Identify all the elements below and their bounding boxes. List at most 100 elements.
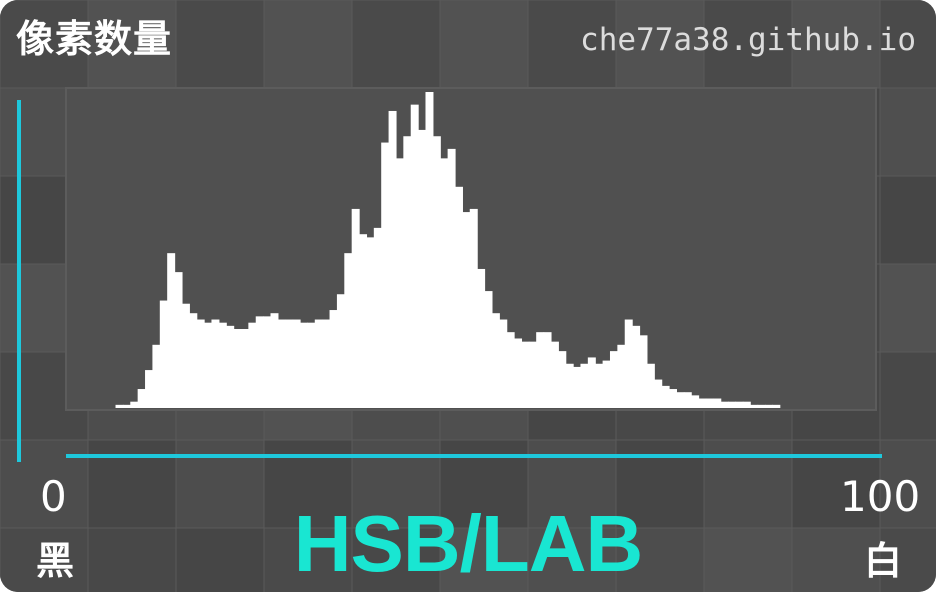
histogram-bar	[395, 158, 404, 408]
histogram-bar	[573, 366, 582, 408]
grid-cell	[615, 527, 705, 592]
histogram-bar	[455, 186, 463, 408]
histogram-bar	[211, 319, 220, 408]
grid-cell	[263, 527, 353, 592]
x-axis-min-name: 黑	[36, 539, 75, 583]
grid-cell	[703, 527, 793, 592]
histogram-bar	[329, 310, 338, 408]
histogram-bar	[425, 92, 434, 408]
histogram-bar	[624, 319, 633, 408]
histogram-bar	[145, 370, 154, 408]
histogram-bar	[307, 322, 316, 408]
histogram-bar	[550, 341, 559, 408]
histogram-bar	[292, 319, 301, 408]
grid-cell	[791, 527, 881, 592]
histogram-bars	[115, 92, 781, 409]
grid-cell	[0, 0, 89, 89]
histogram-bar	[462, 212, 471, 408]
histogram-bar	[646, 363, 655, 408]
histogram-bar	[403, 136, 412, 409]
histogram-bar	[757, 404, 766, 408]
histogram-bar	[137, 389, 146, 408]
histogram-bar	[705, 398, 714, 408]
histogram-bar	[728, 401, 737, 408]
x-axis-max-label: 100	[840, 472, 921, 521]
histogram-bar	[336, 294, 345, 408]
histogram-bar	[233, 329, 242, 408]
histogram-bar	[521, 341, 530, 408]
grid-cell	[879, 527, 936, 592]
histogram-bar	[218, 322, 227, 408]
histogram-bar	[255, 316, 264, 408]
histogram-bar	[167, 253, 176, 408]
x-axis-max-name: 白	[864, 539, 903, 583]
histogram-bar	[196, 319, 205, 408]
histogram-bar	[764, 404, 773, 408]
grid-cell	[87, 0, 177, 89]
histogram-bar	[543, 332, 552, 408]
histogram-bar	[432, 136, 441, 409]
histogram-bar	[440, 158, 449, 408]
histogram-bar	[580, 363, 589, 408]
histogram-bar	[484, 291, 493, 408]
histogram-bar	[528, 341, 537, 408]
histogram-bar	[359, 234, 368, 408]
watermark-text: che77a38.github.io	[580, 22, 916, 58]
color-mode-label: HSB/LAB	[293, 499, 644, 588]
histogram-bar	[609, 351, 618, 408]
grid-cell	[175, 527, 265, 592]
histogram-bar	[477, 268, 486, 408]
histogram-bar	[410, 104, 419, 408]
chart-title: 像素数量	[16, 17, 173, 61]
grid-cell	[879, 439, 936, 529]
histogram-bar	[174, 272, 183, 408]
grid-cell	[263, 0, 353, 89]
x-axis-min-label: 0	[40, 472, 67, 521]
histogram-bar	[595, 363, 604, 408]
histogram-bar	[669, 389, 677, 408]
histogram-bar	[277, 319, 286, 408]
histogram-bar	[720, 401, 729, 408]
histogram-bar	[388, 110, 397, 409]
histogram-bar	[159, 300, 168, 408]
histogram-bar	[772, 404, 781, 408]
histogram-bar	[506, 332, 515, 408]
histogram-bar	[181, 303, 190, 408]
histogram-bar	[122, 404, 131, 408]
histogram-bar	[240, 329, 249, 408]
histogram-bar	[676, 392, 685, 408]
histogram-bar	[514, 338, 523, 408]
histogram-bar	[373, 227, 382, 408]
histogram-bar	[735, 401, 744, 408]
histogram-bar	[130, 401, 139, 408]
histogram-bar	[418, 129, 427, 409]
histogram-bar	[639, 335, 648, 408]
histogram-bar	[344, 253, 353, 408]
histogram-bar	[300, 322, 308, 408]
histogram-bar	[632, 325, 641, 408]
histogram-bar	[263, 316, 272, 408]
grid-cell	[879, 351, 936, 441]
grid-cell	[791, 0, 881, 89]
histogram-bar	[587, 357, 596, 408]
histogram-bar	[189, 313, 198, 408]
histogram-bar	[469, 208, 478, 408]
histogram-bar	[713, 398, 722, 408]
histogram-bar	[226, 325, 235, 408]
histogram-bar	[683, 392, 692, 408]
histogram-bar	[536, 332, 545, 408]
histogram-bar	[248, 322, 257, 408]
histogram-bar	[322, 319, 331, 408]
histogram-bar	[742, 401, 751, 408]
histogram-bar	[491, 313, 500, 408]
histogram-bar	[654, 379, 663, 408]
histogram-bar	[602, 360, 611, 408]
histogram-bar	[750, 404, 759, 408]
histogram-bar	[447, 148, 456, 408]
histogram-bar	[661, 385, 670, 408]
histogram-bar	[691, 395, 700, 408]
grid-cell	[351, 0, 441, 89]
histogram-bar	[565, 363, 574, 408]
